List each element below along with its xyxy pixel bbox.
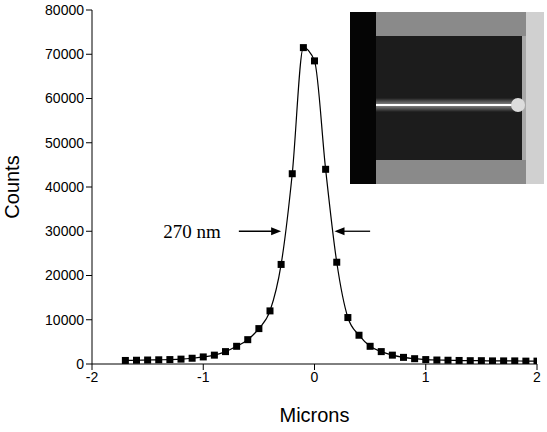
svg-text:1: 1 (422, 369, 430, 385)
svg-text:10000: 10000 (45, 312, 84, 328)
svg-text:30000: 30000 (45, 223, 84, 239)
svg-text:-1: -1 (197, 369, 210, 385)
svg-text:2: 2 (533, 369, 541, 385)
svg-text:50000: 50000 (45, 135, 84, 151)
svg-text:60000: 60000 (45, 90, 84, 106)
svg-text:40000: 40000 (45, 179, 84, 195)
svg-text:20000: 20000 (45, 267, 84, 283)
svg-text:70000: 70000 (45, 46, 84, 62)
svg-text:Microns: Microns (279, 404, 349, 426)
svg-text:270 nm: 270 nm (163, 221, 221, 242)
svg-text:Counts: Counts (1, 155, 23, 218)
svg-text:0: 0 (311, 369, 319, 385)
svg-text:-2: -2 (86, 369, 99, 385)
svg-text:80000: 80000 (45, 2, 84, 18)
svg-text:0: 0 (76, 356, 84, 372)
